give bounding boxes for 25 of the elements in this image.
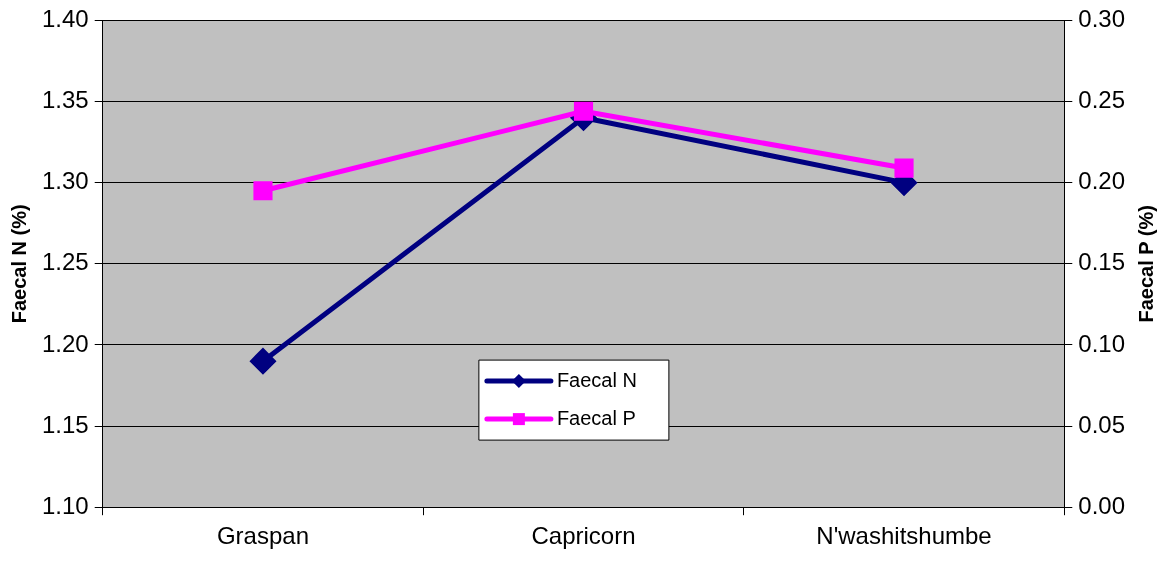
y-tick-label: 1.15	[41, 410, 89, 438]
x-tick-label: Capricorn	[531, 522, 636, 550]
y-axis-title: Faecal N (%)	[7, 204, 30, 324]
x-tick-label: N'washitshumbe	[816, 522, 992, 550]
legend-label: Faecal P	[556, 406, 636, 429]
y-tick-label: 1.20	[41, 329, 89, 357]
y2-tick-label: 0.25	[1078, 86, 1126, 114]
point	[250, 348, 276, 374]
y-tick-label: 1.25	[41, 248, 89, 276]
y-tick-label: 1.35	[41, 86, 89, 114]
y2-tick-label: 0.10	[1078, 329, 1126, 357]
y-tick-label: 1.40	[41, 5, 89, 33]
x-tick-label: Graspan	[216, 522, 310, 550]
y2-tick-label: 0.00	[1078, 491, 1126, 519]
point	[573, 101, 594, 121]
point	[894, 158, 914, 178]
y2-axis-title: Faecal P (%)	[1134, 205, 1157, 323]
y2-tick-label: 0.05	[1078, 410, 1126, 438]
y-tick-label: 1.10	[41, 491, 89, 519]
point	[253, 181, 273, 201]
y2-tick-label: 0.15	[1078, 248, 1126, 276]
y-tick-label: 1.30	[41, 167, 89, 195]
y2-tick-label: 0.20	[1078, 167, 1126, 195]
y2-tick-label: 0.30	[1078, 5, 1126, 33]
legend-label: Faecal N	[556, 368, 637, 391]
